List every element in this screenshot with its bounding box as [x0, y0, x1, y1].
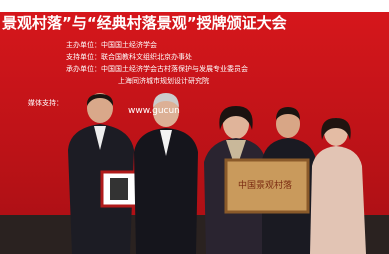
top-edge — [0, 0, 389, 12]
photo: 景观村落”与“经典村落景观”授牌颁证大会 主办单位：中国国土经济学会 支持单位：… — [0, 0, 389, 254]
banner-title: 景观村落”与“经典村落景观”授牌颁证大会 — [2, 12, 287, 33]
url: www.gucun — [128, 106, 180, 116]
banner-line: 支持单位：联合国教科文组织北京办事处 — [66, 52, 192, 62]
banner-line: 上海同济城市规划设计研究院 — [118, 76, 209, 86]
media-label: 媒体支持： — [28, 98, 63, 108]
plaque-text: 中国景观村落 — [238, 178, 292, 191]
scene-art — [0, 0, 389, 254]
certificate-photo — [110, 178, 128, 200]
banner-line: 主办单位：中国国土经济学会 — [66, 40, 157, 50]
banner-line: 承办单位：中国国土经济学会古村落保护与发展专业委员会 — [66, 64, 248, 74]
